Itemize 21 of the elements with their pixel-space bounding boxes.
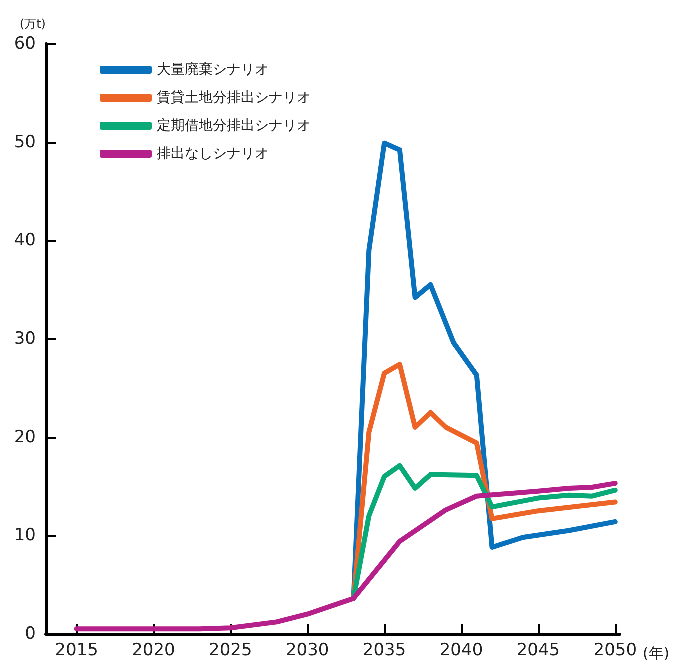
y-tick-label: 60 xyxy=(14,34,36,54)
y-tick-label: 10 xyxy=(14,526,36,546)
x-tick-label: 2045 xyxy=(516,640,560,660)
x-tick-label: 2035 xyxy=(362,640,406,660)
legend-label: 定期借地分排出シナリオ xyxy=(157,118,311,134)
x-tick-label: 2025 xyxy=(209,640,252,660)
legend-label: 大量廃棄シナリオ xyxy=(157,62,269,78)
x-tick-label: 2040 xyxy=(440,640,484,660)
legend-label: 排出なしシナリオ xyxy=(157,146,269,162)
x-tick-label: 2030 xyxy=(286,640,330,660)
y-tick-label: 30 xyxy=(14,329,36,349)
y-axis-title: (万t) xyxy=(20,17,46,31)
x-tick-label: 2050 xyxy=(594,640,638,660)
x-axis-title: (年) xyxy=(642,644,670,662)
y-tick-label: 20 xyxy=(14,427,36,448)
x-tick-label: 2015 xyxy=(55,640,98,660)
y-tick-label: 40 xyxy=(14,230,36,251)
y-tick-label: 0 xyxy=(25,624,36,644)
y-tick-label: 50 xyxy=(14,132,36,152)
legend-label: 賃貸土地分排出シナリオ xyxy=(157,90,311,106)
x-tick-label: 2020 xyxy=(132,640,176,660)
